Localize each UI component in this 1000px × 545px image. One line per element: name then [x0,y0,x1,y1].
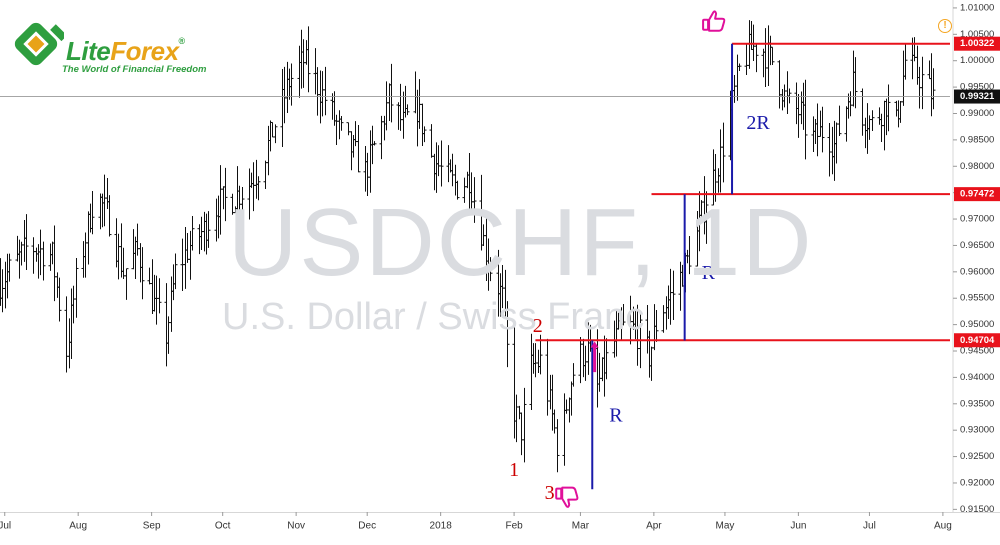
price-tick-label: 0.95500 [960,293,994,304]
price-tick-label: 0.96500 [960,240,994,251]
level-price-label-bg [954,187,1000,202]
current-price-label-bg [954,89,1000,104]
price-tick-label: 0.99500 [960,82,994,93]
annotation-label: 2R [746,112,770,134]
logo-word-forex: Forex [110,36,179,66]
annotation-label: R [609,405,623,427]
price-axis [0,0,1000,513]
current-price-label: 0.99321 [960,91,995,102]
liteforex-logo[interactable]: LiteForex® The World of Financial Freedo… [14,14,214,76]
chart-overlays: 1 2 3 R R 2R [0,10,950,508]
thumbs-up-icon-cuff [702,18,710,31]
time-tick-label: Nov [287,521,305,532]
price-tick-label: 1.00500 [960,29,994,40]
price-bars [0,20,936,473]
price-tick-label: 0.98000 [960,161,994,172]
time-tick-label: Sep [143,521,161,532]
level-price-label: 0.94704 [960,335,995,346]
price-tick-label: 0.97000 [960,214,994,225]
price-tick-label: 0.92500 [960,451,994,462]
logo-registered: ® [178,36,186,46]
time-tick-label: May [715,521,734,532]
time-tick-label: Dec [358,521,376,532]
logo-wordmark: LiteForex® [66,36,185,67]
time-tick-label: Apr [646,521,662,532]
annotation-label: 2 [533,315,543,337]
arrow-head [590,341,599,348]
annotation-label: 1 [509,459,519,481]
annotation-label: R [702,262,716,284]
thumbs-up-icon-hand [708,10,726,32]
time-tick-label: Mar [572,521,590,532]
time-axis: Jul Aug Sep Oct Nov Dec 2018 Feb Mar Apr May Jun Jul… [0,512,952,532]
price-tick-label: 0.94000 [960,372,994,383]
time-tick-label: Jul [0,521,11,532]
time-tick-label: Aug [934,521,952,532]
time-tick-label: 2018 [430,521,453,532]
thumbs-down-icon [555,486,579,508]
price-tick-label: 0.91500 [960,504,994,515]
thumbs-down-icon-hand [561,486,579,508]
level-price-label-bg [954,36,1000,51]
price-tick-label: 0.93500 [960,398,994,409]
time-tick-label: Jul [863,521,876,532]
logo-word-lite: Lite [66,36,111,66]
level-price-label: 0.97472 [960,189,994,200]
level-price-label-bg [954,333,1000,348]
time-tick-label: Feb [505,521,523,532]
watermark-description: U.S. Dollar / Swiss Franc [222,296,645,338]
logo-tagline: The World of Financial Freedom [62,64,207,75]
price-tick-label: 1.00000 [960,55,994,66]
thumbs-down-icon-cuff [555,487,563,500]
price-tick-label: 0.96000 [960,266,994,277]
price-tick-label: 0.95000 [960,319,994,330]
price-tick-label: 1.01000 [960,2,994,13]
watermark-symbol: USDCHF, 1D [228,189,814,296]
annotation-label: 3 [545,482,555,504]
alert-icon[interactable]: ! [938,19,952,33]
price-tick-label: 0.94500 [960,346,994,357]
price-axis-background [953,0,1000,512]
time-tick-label: Aug [69,521,87,532]
price-tick-label: 0.92000 [960,477,994,488]
price-tick-label: 0.93000 [960,425,994,436]
logo-mark-icon [14,22,64,66]
level-price-label: 1.00322 [960,38,994,49]
thumbs-up-icon [702,10,726,32]
price-tick-label: 0.98500 [960,134,994,145]
price-tick-label: 0.99000 [960,108,994,119]
price-labels: 0.91500 0.92000 0.92500 0.93000 0.93500 0.940… [953,2,1000,515]
time-tick-label: Oct [215,521,231,532]
time-tick-label: Jun [790,521,806,532]
